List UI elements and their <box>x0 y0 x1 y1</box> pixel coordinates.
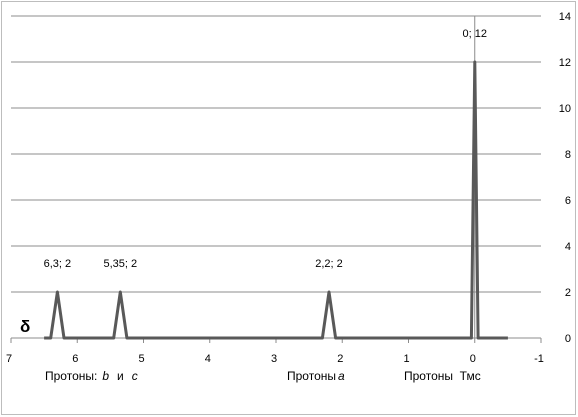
data-label: 0; 12 <box>463 28 487 40</box>
x-tick-label: 2 <box>337 353 343 365</box>
y-tick-label: 4 <box>565 241 571 253</box>
series-line-0 <box>44 60 508 340</box>
axes <box>11 16 541 339</box>
y-tick-label: 2 <box>565 287 571 299</box>
x-tick-label: 7 <box>6 353 12 365</box>
x-ticks: 7 6 5 4 3 2 1 0 -1 <box>6 338 544 365</box>
x-tick-label: 3 <box>271 353 277 365</box>
data-label: 5,35; 2 <box>103 258 137 270</box>
annotation-protons-a-prefix: Протоны <box>287 369 336 383</box>
x-tick-label: 4 <box>205 353 211 365</box>
x-tick-label: 5 <box>138 353 144 365</box>
annotation-b: b <box>102 369 109 383</box>
annotation-and: и <box>117 369 124 383</box>
y-tick-label: 12 <box>559 57 571 69</box>
annotation-protons-bc: Протоны: b и c <box>45 369 138 383</box>
y-tick-label: 6 <box>565 195 571 207</box>
annotation-protons-a: Протоны a <box>287 369 345 383</box>
x-tick-label: -1 <box>534 353 544 365</box>
x-tick-label: 1 <box>403 353 409 365</box>
data-label: 6,3; 2 <box>44 258 72 270</box>
y-tick-label: 0 <box>565 333 571 345</box>
annotation-protons-tms: Протоны Тмс <box>404 369 481 383</box>
annotation-a: a <box>338 369 345 383</box>
y-tick-label: 10 <box>559 103 571 115</box>
y-tick-label: 8 <box>565 149 571 161</box>
annotation-c: c <box>132 369 138 383</box>
data-label: 2,2; 2 <box>315 258 343 270</box>
data-labels: 6,3; 2 5,35; 2 2,2; 2 0; 12 <box>44 28 487 270</box>
annotation-protons-bc-prefix: Протоны: <box>45 369 97 383</box>
delta-symbol: δ <box>20 317 30 336</box>
x-tick-label: 0 <box>470 353 476 365</box>
y-ticks: 0 2 4 6 8 10 12 14 <box>470 11 571 345</box>
y-tick-label: 14 <box>559 11 571 23</box>
x-tick-label: 6 <box>72 353 78 365</box>
gridlines <box>11 15 541 293</box>
series-group <box>44 60 508 340</box>
